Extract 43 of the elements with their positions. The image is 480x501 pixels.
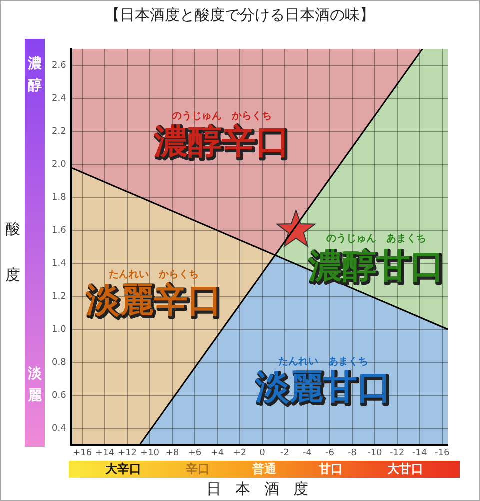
- y-tick-label: 1.2: [52, 292, 66, 302]
- x-tick-label: -4: [302, 448, 312, 459]
- y-tick-label: 1.8: [52, 192, 67, 203]
- text: 甘口: [318, 461, 344, 478]
- y-tick-label: 2.2: [52, 126, 66, 137]
- x-tick-label: -12: [390, 448, 405, 459]
- x-tick-label: -8: [348, 448, 358, 459]
- text: 大辛口: [104, 461, 143, 478]
- x-tick-label: -6: [325, 448, 335, 459]
- annotation: 淡麗辛口: [86, 282, 224, 322]
- annotation: 濃醇甘口: [308, 248, 446, 288]
- x-tick-label: +2: [233, 448, 247, 459]
- text: 酸度: [6, 220, 20, 284]
- x-tick-label: +8: [166, 448, 180, 459]
- text: 淡麗: [27, 365, 43, 406]
- annotation: たんれい からくち: [109, 269, 200, 280]
- x-tick-label: -14: [412, 448, 428, 459]
- text: 普通: [252, 461, 278, 478]
- y-tick-label: 2.4: [52, 94, 67, 104]
- x-tick-label: +14: [96, 448, 115, 459]
- text: 辛口: [185, 461, 212, 478]
- y-tick-label: 0.6: [52, 390, 67, 401]
- chart-title: 【日本酒度と酸度で分ける日本酒の味】: [104, 6, 376, 25]
- y-tick-label: 2.6: [52, 60, 67, 71]
- y-tick-label: 2.0: [52, 160, 67, 170]
- y-tick-label: 0.4: [52, 424, 67, 434]
- text: 濃醇: [27, 55, 43, 96]
- x-tick-label: +6: [188, 448, 202, 459]
- x-tick-label: +4: [210, 448, 224, 459]
- y-tick-label: 1.6: [52, 226, 67, 236]
- x-tick-label: -10: [368, 448, 383, 459]
- x-axis-title: 日本酒度: [206, 480, 324, 499]
- x-tick-label: +10: [140, 448, 160, 459]
- y-tick-label: 1.0: [52, 324, 67, 335]
- x-tick-label: -16: [435, 448, 450, 459]
- x-tick-label: -2: [280, 448, 290, 459]
- y-tick-label: 0.8: [52, 358, 67, 368]
- annotation: のうじゅん あまくち: [326, 234, 426, 245]
- x-tick-label: +12: [118, 448, 138, 459]
- x-tick-label: 0: [260, 448, 266, 459]
- x-tick-label: +16: [73, 448, 92, 459]
- text: 大甘口: [386, 461, 424, 478]
- y-tick-label: 1.4: [52, 258, 67, 269]
